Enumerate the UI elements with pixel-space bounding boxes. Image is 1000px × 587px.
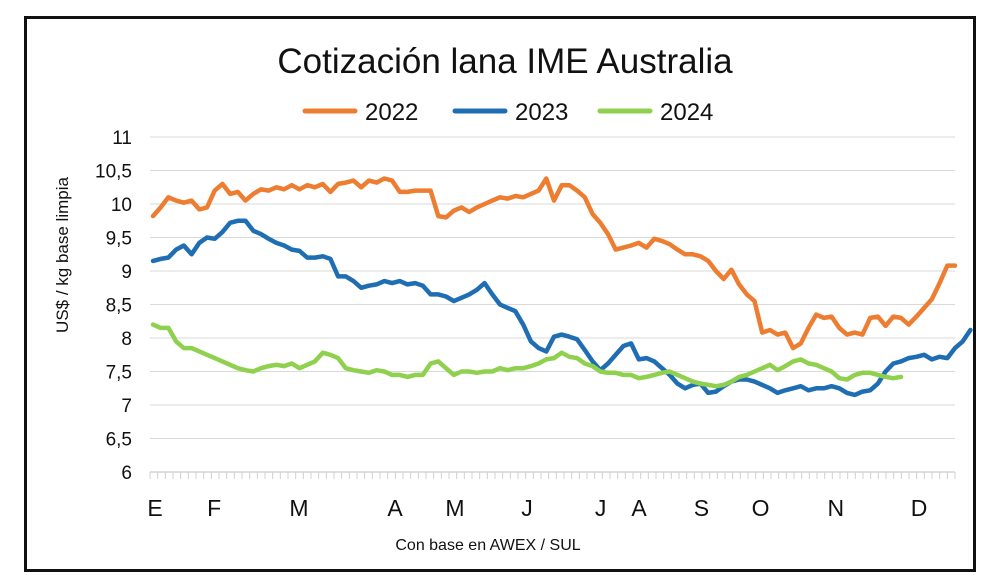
month-label: A bbox=[631, 495, 647, 521]
y-tick-label: 7,5 bbox=[106, 363, 132, 384]
x-axis-label: Con base en AWEX / SUL bbox=[395, 537, 580, 554]
y-tick-label: 9 bbox=[121, 262, 132, 283]
series-line-2022 bbox=[150, 176, 958, 351]
month-label: E bbox=[147, 495, 162, 521]
y-tick-label: 9,5 bbox=[106, 229, 132, 250]
legend-label-2023: 2023 bbox=[515, 99, 568, 126]
legend-label-2022: 2022 bbox=[365, 99, 418, 126]
series-line-2023 bbox=[150, 218, 973, 398]
y-axis-ticks: 6 6,5 7 7,5 8 8,5 9 9,5 10 10,5 11 bbox=[95, 128, 132, 484]
month-label: A bbox=[387, 495, 403, 521]
legend-label-2024: 2024 bbox=[660, 99, 713, 126]
month-label: J bbox=[521, 495, 533, 521]
y-tick-label: 7 bbox=[121, 396, 132, 417]
month-label: O bbox=[752, 495, 770, 521]
y-tick-label: 11 bbox=[112, 128, 132, 149]
month-label: F bbox=[207, 495, 221, 521]
month-label: M bbox=[445, 495, 464, 521]
month-label: S bbox=[694, 495, 709, 521]
y-tick-label: 8 bbox=[121, 329, 132, 350]
series-line-2024 bbox=[150, 322, 904, 389]
legend: 2022 2023 2024 bbox=[302, 99, 713, 126]
y-tick-label: 10,5 bbox=[95, 162, 132, 183]
gridlines bbox=[150, 136, 955, 473]
month-label: N bbox=[827, 495, 844, 521]
y-tick-label: 10 bbox=[111, 195, 132, 216]
month-label: D bbox=[911, 495, 928, 521]
y-tick-label: 8,5 bbox=[106, 296, 132, 317]
series-lines bbox=[150, 176, 973, 398]
y-tick-label: 6,5 bbox=[106, 430, 132, 451]
y-tick-label: 6 bbox=[121, 463, 132, 484]
month-label: J bbox=[595, 495, 607, 521]
month-label: M bbox=[289, 495, 308, 521]
chart-title: Cotización lana IME Australia bbox=[277, 42, 733, 81]
y-axis-label: US$ / kg base limpia bbox=[53, 177, 72, 333]
